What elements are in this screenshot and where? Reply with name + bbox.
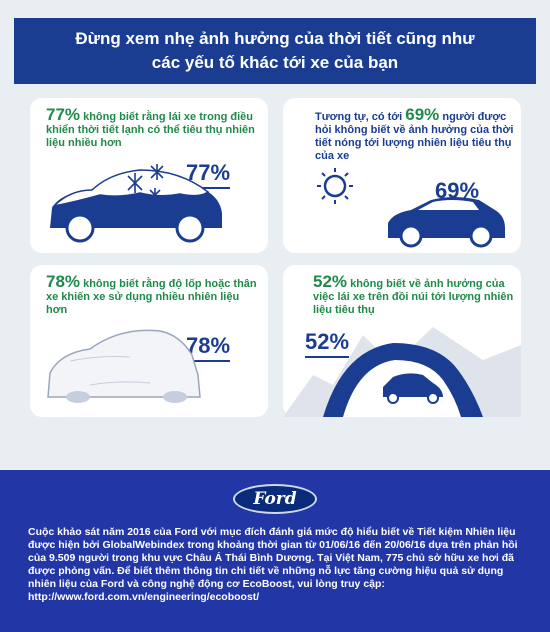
card-hills-pct: 52% [313,272,348,291]
footer-text: Cuộc khảo sát năm 2016 của Ford với mục … [28,526,518,603]
card-hot-weather: Tương tự, có tới 69% người được hỏi khôn… [283,98,521,253]
card-tires-text: 78% không biết rằng độ lốp hoặc thân xe … [46,272,261,317]
card-cold-big-pct: 77% [186,160,231,189]
card-hills-text: 52% không biết về ảnh hưởng của việc lái… [313,272,518,317]
card-hot-text: Tương tự, có tới 69% người được hỏi khôn… [315,105,515,163]
card-tires-pct: 78% [46,272,81,291]
covered-car-illustration [47,329,201,403]
card-cold-pct: 77% [46,105,81,124]
card-cold-text: 77% không biết rằng lái xe trong điều kh… [46,105,256,150]
mountain-car-illustration [283,327,521,417]
card-tires-desc: không biết rằng độ lốp hoặc thân xe khiế… [46,278,257,316]
card-hot-prefix: Tương tự, có tới [315,111,403,123]
sun-car-illustration [317,168,505,248]
card-hot-pct: 69% [405,105,440,124]
snowflake-icon [127,164,164,202]
card-cold-weather: 77% không biết rằng lái xe trong điều kh… [30,98,268,253]
ford-logo: Ford [233,484,317,514]
title-line-1: Đừng xem nhẹ ảnh hưởng của thời tiết cũn… [75,29,475,48]
card-tires-big-pct: 78% [186,333,231,362]
card-tires: 78% không biết rằng độ lốp hoặc thân xe … [30,265,268,417]
sun-icon [317,168,353,204]
card-hills: 52% không biết về ảnh hưởng của việc lái… [283,265,521,417]
snowy-car-illustration [50,164,222,243]
card-hills-big-pct: 52% [305,329,350,358]
title-banner: Đừng xem nhẹ ảnh hưởng của thời tiết cũn… [14,18,536,84]
title-line-2: các yếu tố khác tới xe của bạn [151,53,399,72]
card-cold-desc: không biết rằng lái xe trong điều khiển … [46,111,255,149]
card-hills-desc: không biết về ảnh hưởng của việc lái xe … [313,278,514,316]
card-hot-desc: người được hỏi không biết về ảnh hưởng c… [315,111,514,162]
